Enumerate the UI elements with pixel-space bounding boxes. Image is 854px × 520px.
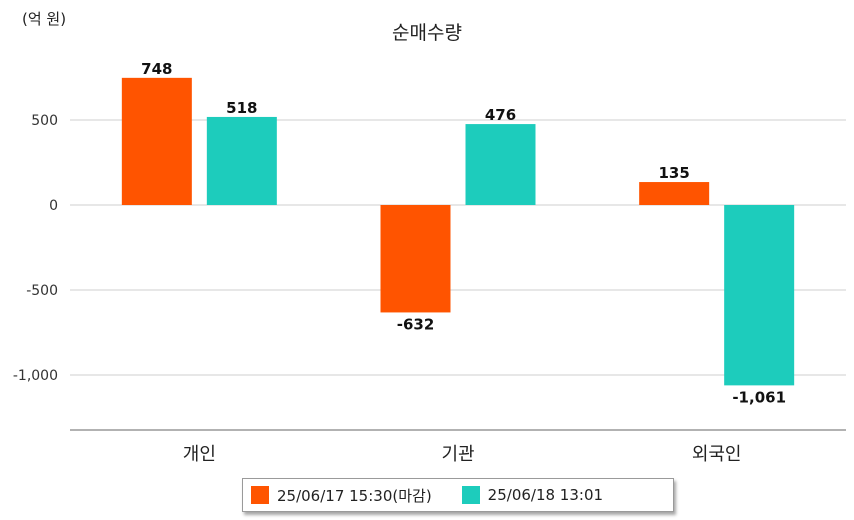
legend: 25/06/17 15:30(마감) 25/06/18 13:01 — [242, 478, 674, 512]
y-tick-label: -1,000 — [13, 368, 58, 384]
x-tick-label: 개인 — [183, 444, 216, 465]
legend-item-series-1[interactable]: 25/06/17 15:30(마감) — [251, 485, 432, 506]
bar-1 — [380, 205, 451, 313]
data-label: 748 — [141, 60, 172, 78]
legend-item-series-2[interactable]: 25/06/18 13:01 — [461, 486, 604, 504]
bar-chart: 500 0 -500 -1,000 748 518 개인 -632 476 기관 135 -1,061… — [13, 60, 846, 465]
legend-swatch-series-2 — [461, 486, 480, 504]
bar-1 — [121, 77, 192, 205]
y-tick-label: 500 — [31, 113, 58, 129]
data-label: 476 — [485, 106, 516, 124]
legend-swatch-series-1 — [251, 486, 269, 504]
data-label: -632 — [397, 315, 435, 333]
y-tick-label: -500 — [26, 283, 58, 299]
unit-label: (억 원) — [22, 10, 67, 28]
data-label: 135 — [659, 164, 690, 182]
y-tick-label: 0 — [49, 198, 58, 214]
legend-label-series-2: 25/06/18 13:01 — [487, 486, 604, 504]
data-label: -1,061 — [732, 388, 786, 406]
bar-2 — [206, 116, 277, 205]
data-label: 518 — [226, 99, 257, 117]
legend-label-series-1: 25/06/17 15:30(마감) — [277, 486, 432, 505]
x-tick-label: 기관 — [441, 444, 474, 465]
x-tick-label: 외국인 — [692, 444, 742, 465]
chart-title: 순매수량 — [392, 22, 462, 44]
bar-1 — [639, 182, 710, 205]
bar-2 — [465, 124, 536, 205]
bar-2 — [724, 205, 795, 386]
